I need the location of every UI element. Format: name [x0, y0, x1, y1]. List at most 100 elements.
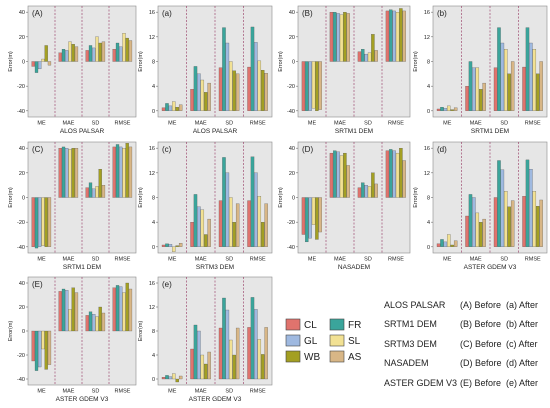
- bar-me-cl: [31, 197, 35, 247]
- y-tick-label: 4: [152, 353, 155, 359]
- y-tick-label: 20: [289, 171, 295, 177]
- bar-sd-as: [101, 312, 106, 332]
- y-axis-label: Error(m): [278, 51, 284, 72]
- bar-mae-cl: [465, 86, 469, 111]
- bar-rmse-as: [264, 203, 268, 247]
- y-axis-label: Error(m): [138, 321, 144, 342]
- x-category-label: ME: [308, 121, 317, 127]
- bar-rmse-cl: [247, 327, 251, 380]
- y-tick-label: 8: [427, 60, 430, 66]
- panel-label: (d): [437, 145, 447, 154]
- bar-mae-gl: [472, 197, 476, 247]
- y-tick-label: 8: [152, 60, 155, 66]
- y-axis-label: Error(m): [278, 187, 284, 208]
- bar-me-as: [178, 243, 183, 247]
- bar-rmse-gl: [392, 150, 396, 198]
- bar-rmse-fr: [250, 156, 255, 247]
- panel-before-e: ME MAE SD RMSE -40 -20 0 20 40 Error(m) (E) ASTER G…: [8, 276, 137, 403]
- bar-sd-cl: [357, 187, 362, 198]
- bar-me-cl: [161, 377, 166, 380]
- y-axis-label: Error(m): [413, 187, 419, 208]
- y-tick-label: 20: [19, 35, 25, 41]
- panel-before-d: ME MAE SD RMSE -40 -20 0 20 40 Error(m) (D) NASADEM: [278, 141, 411, 271]
- x-category-label: RMSE: [250, 121, 266, 127]
- bar-rmse-sl: [532, 191, 537, 247]
- bar-rmse-as: [128, 40, 133, 62]
- bar-mae-sl: [200, 79, 205, 111]
- bar-rmse-cl: [247, 66, 251, 111]
- y-tick-label: -40: [17, 377, 25, 383]
- panel-after-c: ME MAE SD RMSE 0 4 8 12 16 Error(m) (c) SRTM3 DEM: [138, 141, 273, 271]
- y-tick-label: 12: [149, 171, 155, 177]
- bar-mae-fr: [61, 288, 66, 332]
- bar-mae-sl: [200, 209, 205, 247]
- bar-sd-cl: [218, 327, 223, 380]
- bar-mae-as: [74, 148, 79, 198]
- bar-mae-gl: [65, 148, 69, 198]
- bar-mae-fr: [333, 150, 337, 198]
- bar-me-as: [453, 107, 458, 111]
- panel-label: (C): [32, 145, 43, 154]
- bar-mae-gl: [336, 13, 340, 62]
- panel-after-b: ME MAE SD RMSE 0 4 8 12 16 Error(m) (b) SRTM1 DEM: [413, 5, 548, 135]
- y-tick-label: -20: [17, 84, 25, 90]
- bar-rmse-as: [539, 199, 543, 247]
- y-tick-label: 8: [152, 329, 155, 335]
- bar-mae-cl: [329, 152, 334, 198]
- y-axis-label: Error(m): [138, 51, 144, 72]
- y-tick-label: -40: [287, 245, 295, 251]
- bar-rmse-fr: [250, 26, 255, 111]
- bar-sd-fr: [222, 297, 226, 380]
- bar-sd-as: [101, 185, 106, 198]
- key-before-label: (E) Before: [460, 378, 501, 388]
- y-tick-label: 16: [424, 10, 430, 16]
- bar-sd-as: [235, 203, 240, 247]
- bar-me-sl: [447, 234, 451, 247]
- bar-mae-wb: [204, 363, 208, 380]
- bar-sd-fr: [88, 45, 93, 62]
- bar-mae-sl: [475, 212, 480, 247]
- key-dem-name: SRTM3 DEM: [384, 339, 437, 349]
- y-tick-label: 4: [427, 84, 430, 90]
- y-tick-label: 12: [149, 305, 155, 311]
- y-tick-label: 8: [427, 196, 430, 202]
- legend-swatch-sl: [329, 334, 345, 347]
- bar-me-as: [47, 197, 52, 247]
- bar-mae-as: [482, 82, 486, 111]
- bar-rmse-wb: [536, 206, 540, 247]
- y-tick-label: 16: [149, 10, 155, 16]
- panel-after-e: ME MAE SD RMSE 0 4 8 12 16 Error(m) (e) ASTER GDEM …: [138, 276, 273, 403]
- bar-sd-wb: [507, 73, 511, 111]
- bar-rmse-as: [264, 73, 268, 111]
- bar-mae-gl: [336, 151, 340, 198]
- bar-me-fr: [34, 61, 39, 73]
- bar-mae-as: [482, 218, 486, 247]
- bar-me-fr: [165, 375, 169, 380]
- x-category-label: MAE: [63, 121, 75, 127]
- legend-label-cl: CL: [304, 320, 317, 331]
- bar-mae-wb: [479, 222, 483, 247]
- bar-mae-as: [346, 165, 350, 198]
- bar-mae-fr: [193, 324, 198, 380]
- bar-sd-as: [235, 73, 240, 111]
- x-axis-caption: NASADEM: [338, 264, 370, 271]
- y-tick-label: 8: [152, 196, 155, 202]
- y-tick-label: 40: [19, 281, 25, 287]
- y-tick-label: 16: [149, 281, 155, 287]
- bar-sd-gl: [500, 169, 505, 247]
- panel-label: (e): [162, 280, 172, 289]
- x-category-label: ME: [37, 257, 46, 263]
- y-tick-label: -40: [17, 109, 25, 115]
- y-tick-label: 40: [289, 10, 295, 16]
- bar-rmse-fr: [115, 285, 120, 332]
- bar-sd-as: [510, 200, 515, 247]
- bar-rmse-wb: [399, 148, 403, 198]
- bar-me-wb: [44, 45, 48, 62]
- bar-mae-as: [207, 82, 211, 111]
- bar-rmse-cl: [522, 66, 526, 111]
- bar-mae-gl: [197, 330, 201, 380]
- legend-swatch-cl: [285, 318, 301, 331]
- bar-sd-sl: [95, 316, 99, 332]
- bar-mae-gl: [472, 67, 476, 111]
